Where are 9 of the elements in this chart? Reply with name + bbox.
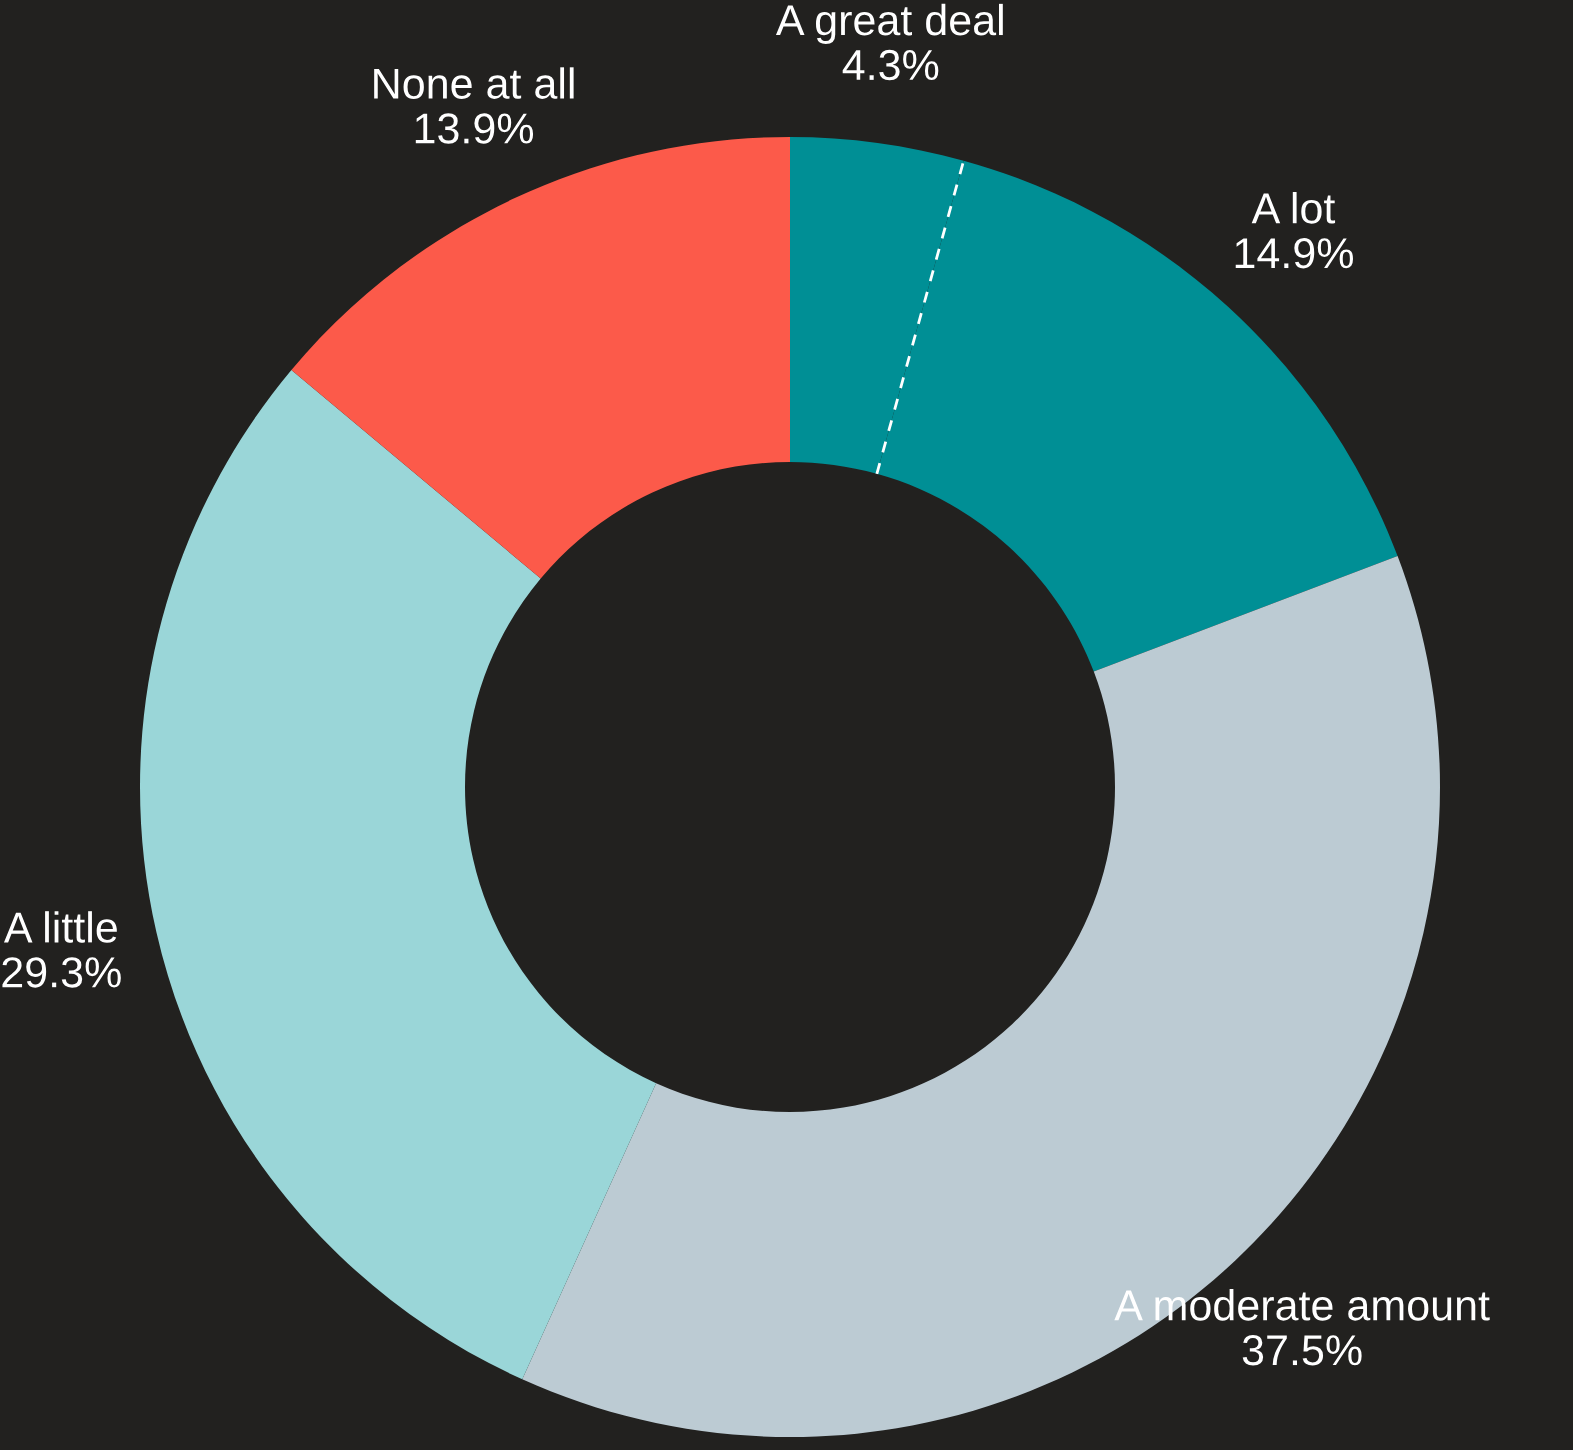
data-label: 14.9% bbox=[1235, 237, 1353, 269]
data-label: 4.3% bbox=[842, 49, 939, 81]
slice-label: A great deal bbox=[775, 3, 1003, 44]
data-label: 37.5% bbox=[1242, 1334, 1362, 1366]
slice-label: A little bbox=[3, 911, 117, 943]
data-label: 13.9% bbox=[415, 113, 534, 144]
data-label: 29.3% bbox=[2, 957, 121, 988]
slice-label: None at all bbox=[374, 67, 574, 99]
slice-label: A lot bbox=[1251, 192, 1336, 224]
